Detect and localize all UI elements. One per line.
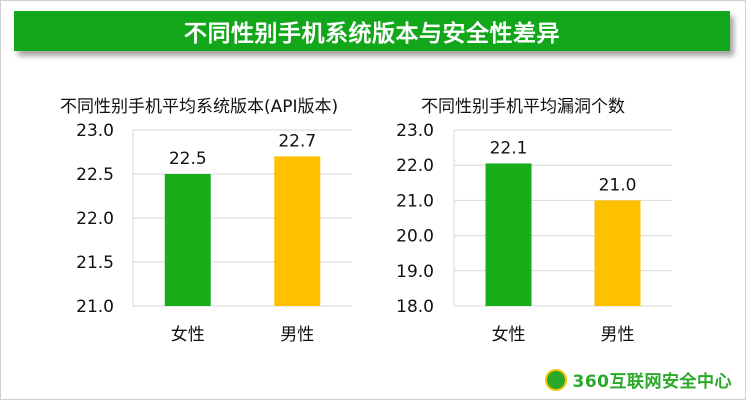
brand-name: 360互联网安全中心 — [572, 372, 732, 392]
data-label: 21.0 — [599, 175, 637, 195]
title-banner: 不同性别手机系统版本与安全性差异 — [14, 11, 730, 51]
chart-title: 不同性别手机平均漏洞个数 — [421, 97, 625, 117]
category-label: 女性 — [171, 325, 205, 345]
logo-icon — [544, 368, 567, 391]
y-tick-label: 22.5 — [76, 165, 114, 185]
y-tick-label: 23.0 — [396, 121, 434, 141]
category-label: 男性 — [601, 325, 635, 345]
category-label: 女性 — [492, 325, 526, 345]
category-label: 男性 — [280, 325, 314, 345]
bar-male — [274, 156, 321, 306]
data-label: 22.5 — [169, 149, 207, 169]
bar-female — [485, 163, 532, 306]
chart-title: 不同性别手机平均系统版本(API版本) — [60, 97, 339, 117]
y-tick-label: 21.0 — [396, 191, 434, 211]
y-tick-label: 23.0 — [76, 121, 114, 141]
y-tick-label: 18.0 — [396, 297, 434, 317]
y-tick-label: 20.0 — [396, 227, 434, 247]
y-tick-label: 21.0 — [76, 297, 114, 317]
bar-male — [594, 200, 641, 306]
brand-logo: 360互联网安全中心 — [544, 367, 733, 392]
y-tick-label: 19.0 — [396, 262, 434, 282]
data-label: 22.1 — [490, 138, 528, 158]
y-tick-label: 21.5 — [76, 253, 114, 273]
bar-female — [164, 174, 211, 306]
banner-title: 不同性别手机系统版本与安全性差异 — [184, 21, 560, 47]
y-tick-label: 22.0 — [396, 156, 434, 176]
data-label: 22.7 — [278, 131, 316, 151]
y-tick-label: 22.0 — [76, 209, 114, 229]
